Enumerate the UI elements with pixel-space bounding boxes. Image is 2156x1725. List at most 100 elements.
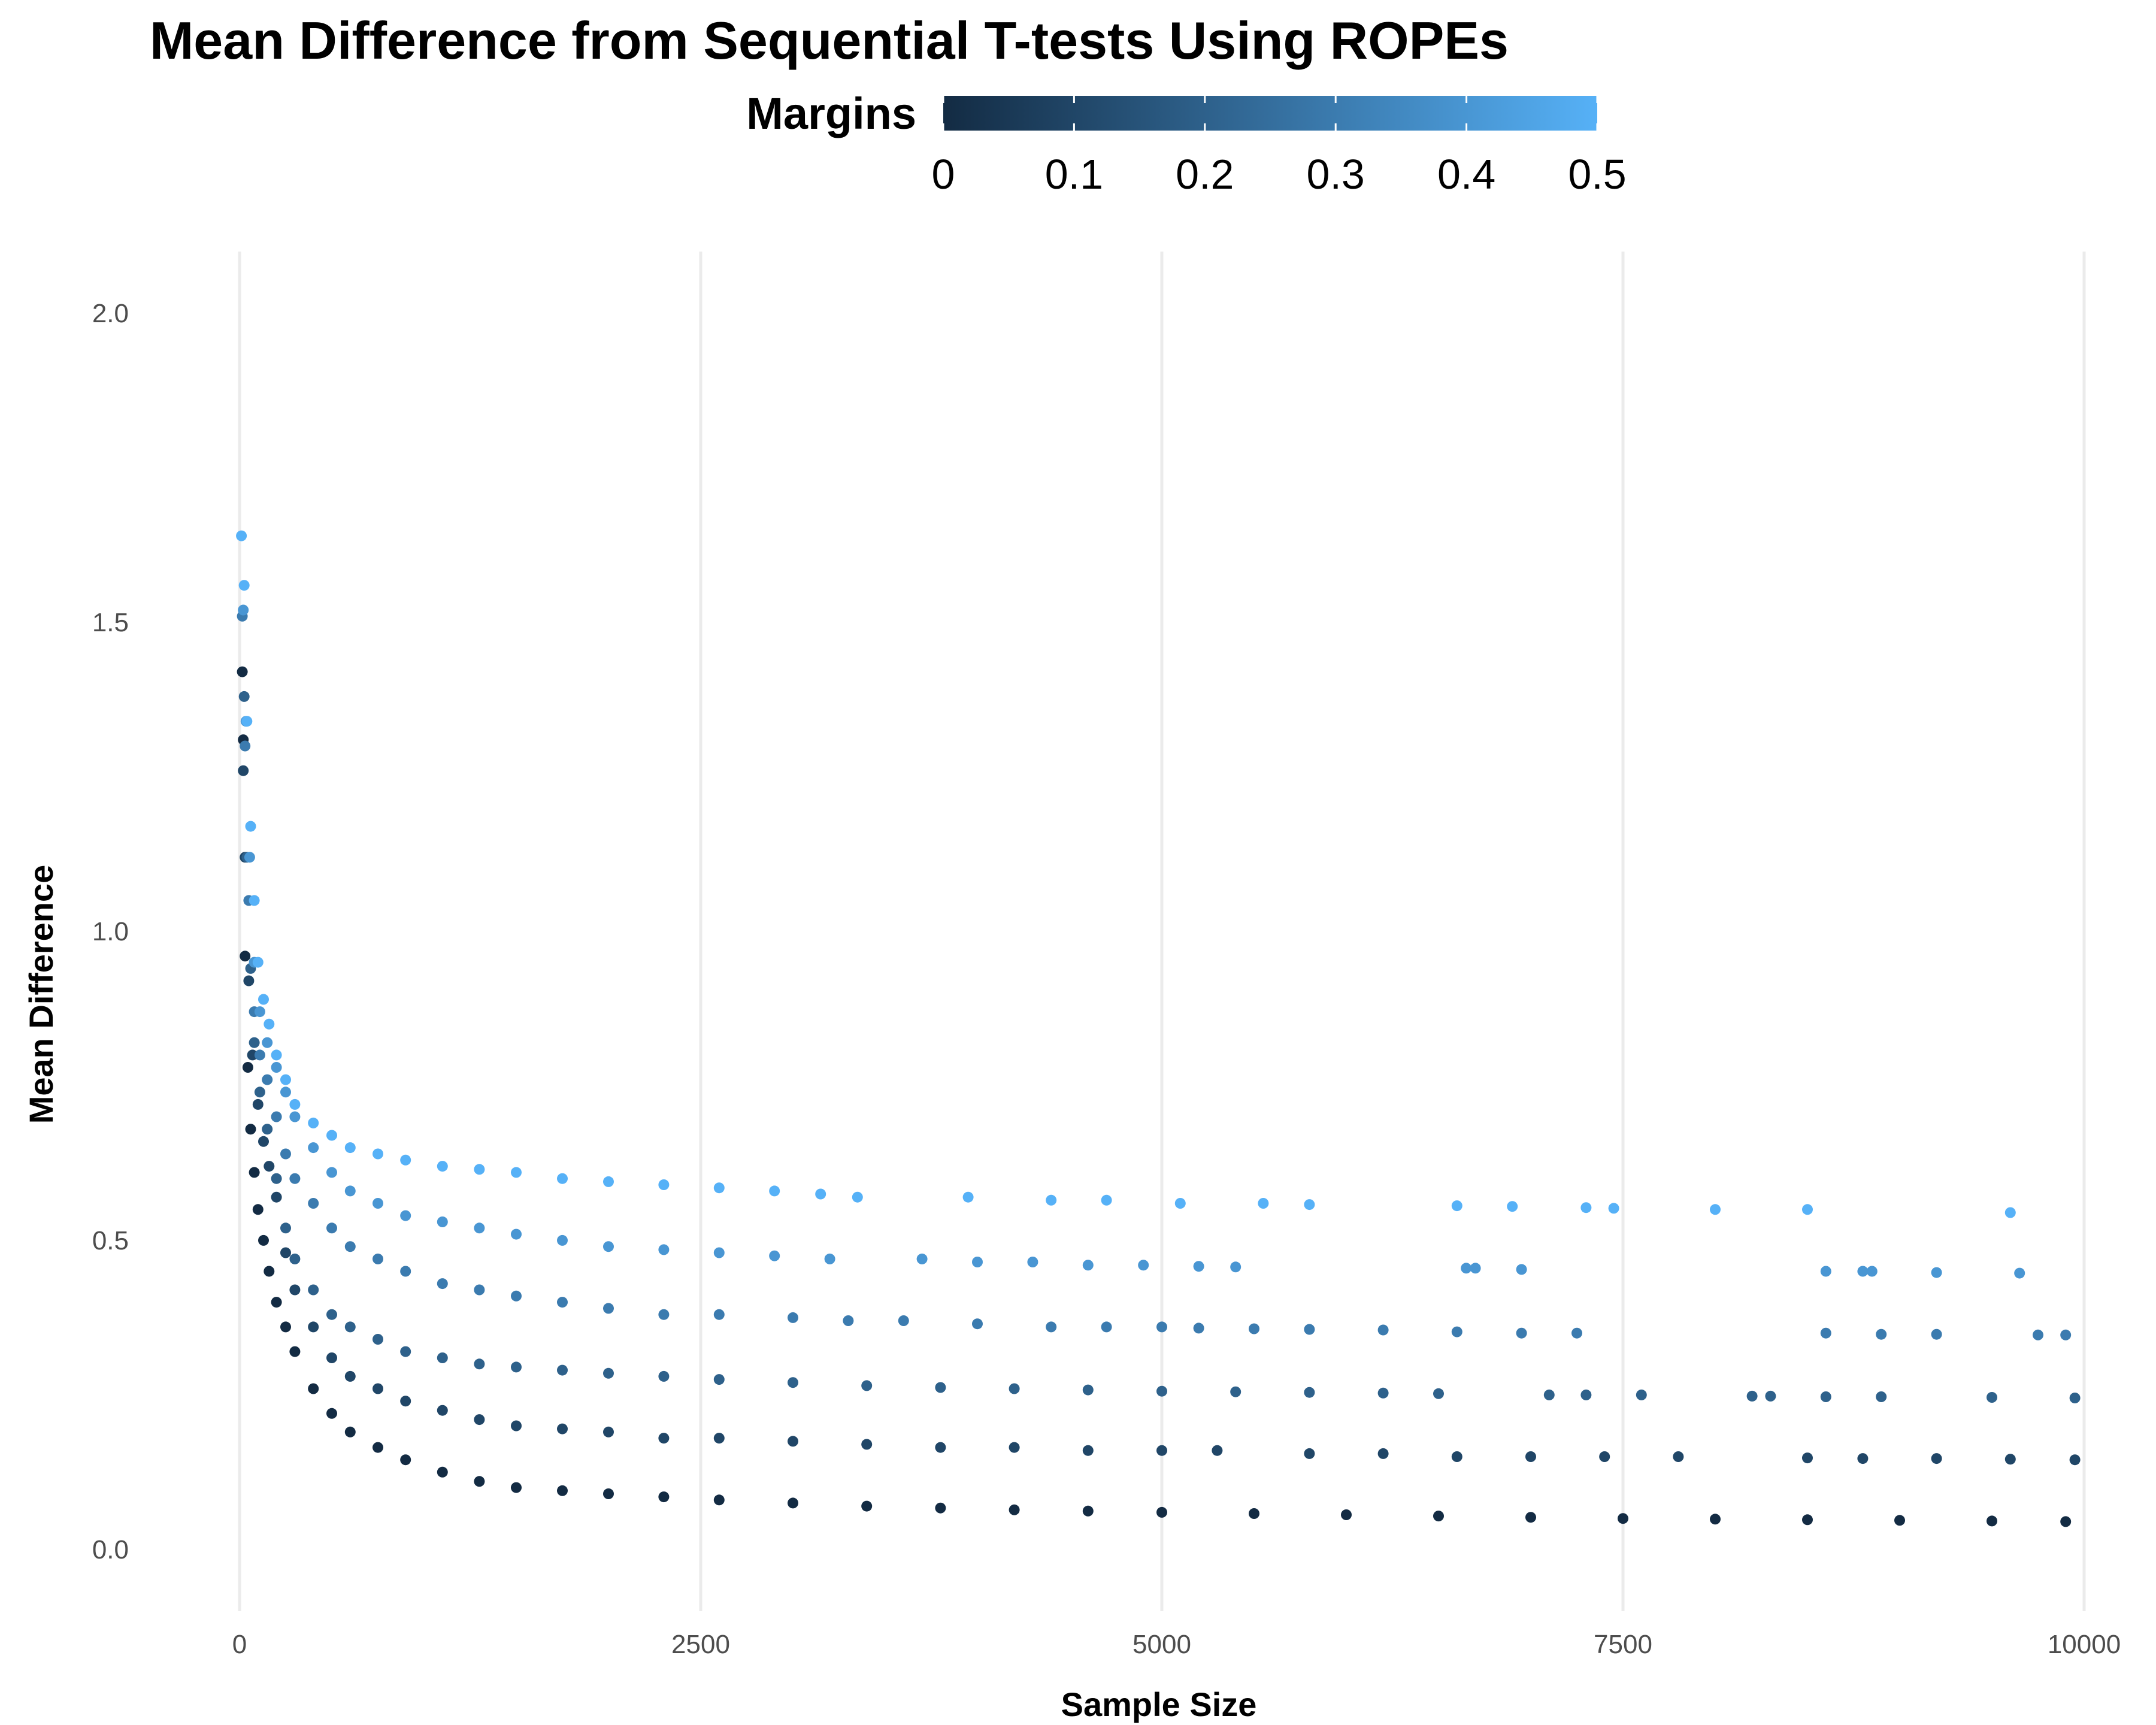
data-point [2004, 1207, 2016, 1218]
data-point [344, 1321, 356, 1333]
data-point [713, 1433, 725, 1444]
data-point [344, 1185, 356, 1197]
data-point [1082, 1505, 1094, 1517]
data-point [280, 1074, 291, 1085]
data-point [511, 1228, 522, 1240]
data-point [713, 1494, 725, 1506]
data-point [511, 1167, 522, 1178]
colorbar-tick-label: 0.4 [1437, 151, 1495, 198]
data-point [1082, 1260, 1094, 1271]
data-point [400, 1266, 411, 1277]
colorbar-tick-label: 0.3 [1307, 151, 1365, 198]
data-point [249, 895, 260, 906]
data-point [1507, 1201, 1518, 1212]
data-point [373, 1334, 383, 1345]
x-tick-label: 7500 [1594, 1630, 1652, 1659]
data-point [308, 1383, 319, 1394]
data-point [437, 1216, 448, 1227]
data-point [1470, 1263, 1481, 1274]
data-point [1580, 1202, 1592, 1213]
data-point [1866, 1266, 1878, 1277]
data-point [437, 1278, 448, 1290]
data-point [1802, 1204, 1813, 1215]
data-point [280, 1321, 291, 1333]
data-points [236, 530, 2081, 1527]
data-point [1249, 1323, 1259, 1334]
data-point [1046, 1321, 1057, 1333]
data-point [254, 1087, 265, 1098]
data-point [1046, 1194, 1057, 1206]
data-point [557, 1485, 568, 1496]
data-point [289, 1098, 301, 1110]
data-point [245, 1124, 256, 1135]
data-point [271, 1049, 282, 1061]
y-tick-label: 0.0 [92, 1535, 129, 1564]
data-point [1377, 1387, 1389, 1399]
data-point [1710, 1514, 1721, 1525]
data-point [1710, 1204, 1721, 1215]
x-axis-ticks: 0 2500 5000 7500 10000 [232, 1630, 2121, 1659]
data-point [1009, 1383, 1020, 1394]
data-point [344, 1370, 356, 1382]
data-point [511, 1420, 522, 1432]
data-point [474, 1358, 485, 1370]
data-point [511, 1482, 522, 1493]
data-point [249, 1167, 260, 1178]
data-point [400, 1154, 411, 1166]
data-point [815, 1188, 826, 1200]
data-point [237, 666, 248, 677]
data-point [344, 1142, 356, 1154]
data-point [271, 1191, 282, 1203]
y-axis-label: Mean Difference [22, 865, 60, 1124]
data-point [557, 1234, 568, 1246]
data-point [861, 1500, 873, 1512]
data-point [1258, 1198, 1269, 1209]
data-point [1876, 1328, 1887, 1340]
colorbar-tick-label: 0.1 [1045, 151, 1103, 198]
data-point [2069, 1393, 2081, 1403]
data-point [713, 1309, 725, 1320]
data-point [437, 1161, 448, 1172]
data-point [1304, 1324, 1315, 1335]
data-point [603, 1367, 614, 1379]
data-point [935, 1502, 946, 1514]
data-point [1746, 1390, 1758, 1402]
data-point [658, 1433, 670, 1444]
data-point [262, 1124, 273, 1135]
data-point [252, 1098, 264, 1110]
data-point [1987, 1392, 1997, 1403]
data-point [400, 1396, 411, 1407]
data-point [1433, 1511, 1444, 1522]
data-point [769, 1250, 780, 1261]
data-point [373, 1253, 383, 1264]
data-point [935, 1442, 946, 1453]
x-tick-label: 2500 [671, 1630, 730, 1659]
data-point [769, 1185, 780, 1197]
y-tick-label: 1.5 [92, 608, 129, 637]
data-point [603, 1176, 614, 1187]
data-point [916, 1253, 928, 1264]
data-point [1802, 1452, 1813, 1464]
data-point [308, 1198, 319, 1209]
data-point [1857, 1266, 1869, 1277]
data-point [603, 1303, 614, 1314]
data-point [400, 1210, 411, 1221]
data-point [1341, 1509, 1352, 1520]
data-point [1618, 1513, 1628, 1524]
data-point [289, 1346, 301, 1357]
data-point [557, 1423, 568, 1435]
data-point [1082, 1445, 1094, 1456]
data-point [2060, 1329, 2072, 1340]
data-point [344, 1241, 356, 1252]
data-point [1516, 1264, 1527, 1275]
y-axis-ticks: 0.0 0.5 1.0 1.5 2.0 [92, 299, 129, 1564]
data-point [1802, 1514, 1813, 1526]
data-point [326, 1408, 337, 1419]
data-point [254, 1006, 265, 1018]
data-point [247, 1049, 258, 1061]
colorbar-ticks: 0 0.1 0.2 0.3 0.4 0.5 [932, 96, 1627, 198]
data-point [437, 1352, 448, 1363]
data-point [289, 1173, 301, 1184]
data-point [1894, 1515, 1905, 1526]
